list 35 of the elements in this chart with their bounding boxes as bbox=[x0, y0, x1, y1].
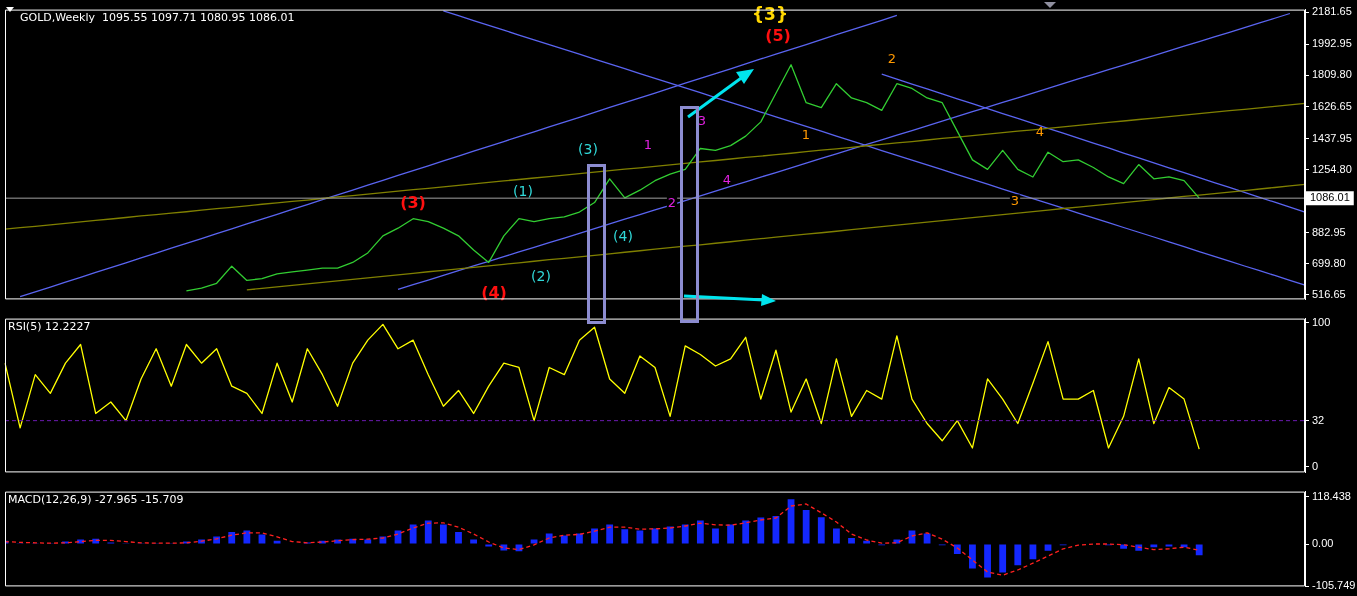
y-tick-label: 699.80 bbox=[1312, 256, 1346, 269]
annotation: 3 bbox=[697, 113, 707, 129]
annotation: 2 bbox=[667, 195, 677, 211]
chart-title: MACD(12,26,9) -27.965 -15.709 bbox=[8, 493, 184, 507]
y-tick-label: 1437.95 bbox=[1312, 131, 1352, 144]
y-tick-label: 882.95 bbox=[1312, 225, 1346, 238]
annotation: (4) bbox=[481, 283, 507, 303]
annotation: 2 bbox=[887, 51, 897, 67]
y-tick-label: 1254.80 bbox=[1312, 162, 1352, 175]
y-tick-label: 118.438 bbox=[1312, 489, 1351, 502]
y-tick-label: 1809.80 bbox=[1312, 68, 1352, 81]
y-tick-label: 0.00 bbox=[1312, 537, 1334, 550]
y-tick-label: 1626.65 bbox=[1312, 99, 1352, 112]
y-tick-label: 1992.95 bbox=[1312, 37, 1352, 50]
ref-line-label: 1086.01 bbox=[1310, 191, 1350, 204]
annotation: 1 bbox=[643, 137, 653, 153]
y-tick-label: 516.65 bbox=[1312, 287, 1346, 300]
annotation: 1 bbox=[801, 127, 811, 143]
annotation: (1) bbox=[513, 182, 533, 199]
y-tick-label: -105.749 bbox=[1312, 579, 1356, 592]
y-tick-label: 32 bbox=[1312, 413, 1325, 426]
annotation: 4 bbox=[1035, 124, 1045, 140]
annotation: (5) bbox=[765, 26, 791, 46]
y-tick-label: 2181.65 bbox=[1312, 5, 1352, 18]
annotation: (2) bbox=[531, 267, 551, 284]
annotation: {3} bbox=[751, 4, 789, 25]
chart-title: GOLD,Weekly 1095.55 1097.71 1080.95 1086.01 bbox=[20, 11, 295, 25]
annotation: 4 bbox=[722, 172, 732, 188]
annotation: (4) bbox=[613, 227, 633, 244]
chart-title: RSI(5) 12.2227 bbox=[8, 320, 91, 334]
y-tick-label: 0 bbox=[1312, 459, 1319, 472]
y-tick-label: 100 bbox=[1312, 315, 1331, 328]
annotation: (3) bbox=[578, 140, 598, 157]
annotation: (3) bbox=[400, 193, 426, 213]
annotation: 3 bbox=[1010, 193, 1020, 209]
